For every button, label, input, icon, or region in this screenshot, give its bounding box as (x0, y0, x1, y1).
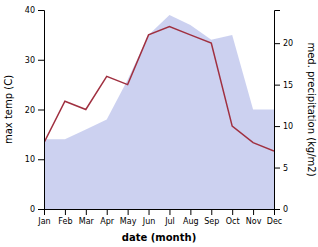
tick-label: 0 (30, 205, 35, 214)
y2-axis: 0 5 10 15 20 (274, 11, 293, 215)
x-axis: Jan Feb Mar Apr May Jun Jul Aug Sep Oct Nov Dec (37, 209, 282, 226)
tick-mark (274, 126, 280, 127)
tick-mark (169, 209, 170, 215)
tick-mark (38, 110, 44, 111)
tick: Jun (142, 209, 156, 226)
tick: 10 (25, 155, 44, 164)
tick-mark (128, 209, 129, 215)
tick-mark (38, 60, 44, 61)
tick: 10 (274, 122, 293, 131)
tick-mark (107, 209, 108, 215)
tick: 15 (274, 81, 293, 90)
tick-label: 15 (283, 81, 293, 90)
tick-mark (274, 43, 280, 44)
tick-mark (211, 209, 212, 215)
tick-label: Dec (267, 217, 282, 226)
tick-mark (38, 209, 44, 210)
tick: Feb (58, 209, 72, 226)
chart: JanFebMarAprMayJunJulAugSepOctNovDec0102… (0, 0, 318, 247)
tick: 20 (274, 39, 293, 48)
tick-label: Feb (58, 217, 72, 226)
tick: 5 (274, 164, 288, 173)
tick-label: Jun (142, 217, 156, 226)
y2-axis-title: med. precipitation (kg/m2) (306, 42, 317, 176)
tick-mark (38, 10, 44, 11)
tick-label: 20 (25, 106, 35, 115)
tick-label: 40 (25, 6, 35, 15)
tick-mark (190, 209, 191, 215)
tick: Mar (79, 209, 95, 226)
tick-mark (232, 209, 233, 215)
tick: 0 (30, 205, 44, 214)
tick: Jul (164, 209, 175, 226)
tick-label: May (120, 217, 137, 226)
tick-label: 10 (283, 122, 293, 131)
tick-label: Nov (246, 217, 262, 226)
tick-label: 10 (25, 155, 35, 164)
tick-label: 0 (283, 205, 288, 214)
axis-line (45, 210, 275, 216)
line (44, 27, 274, 151)
tick-mark (274, 168, 280, 169)
tick: Oct (226, 209, 240, 226)
tick-label: Jul (164, 217, 175, 226)
tick-mark (65, 209, 66, 215)
tick-mark (274, 85, 280, 86)
tick: 40 (25, 6, 44, 15)
tick-label: Apr (100, 217, 115, 226)
tick: Jan (37, 209, 50, 226)
tick-label: 5 (283, 164, 288, 173)
tick-label: Sep (204, 217, 219, 226)
tick: Aug (183, 209, 199, 226)
tick-mark (274, 209, 280, 210)
x-axis-title: date (month) (122, 232, 196, 243)
tick-label: Mar (79, 217, 95, 226)
tick-label: 30 (25, 56, 35, 65)
tick-mark (38, 159, 44, 160)
tick-mark (86, 209, 87, 215)
tick-label: Oct (226, 217, 240, 226)
tick-mark (253, 209, 254, 215)
tick: 0 (274, 205, 288, 214)
tick: May (120, 209, 137, 226)
area (44, 15, 274, 209)
tick-mark (149, 209, 150, 215)
tick: 20 (25, 106, 44, 115)
tick: Nov (246, 209, 262, 226)
tick-label: 20 (283, 39, 293, 48)
tick-label: Aug (183, 217, 199, 226)
tick: 30 (25, 56, 44, 65)
axis-line (275, 11, 281, 210)
marks (44, 15, 274, 209)
tick: Sep (204, 209, 219, 226)
tick: Apr (100, 209, 115, 226)
tick-label: Jan (37, 217, 50, 226)
y-axis-title: max temp (C) (3, 75, 14, 144)
axis-line (38, 11, 45, 210)
tick: Dec (267, 209, 282, 226)
y-axis: 0 10 20 30 40 (25, 6, 45, 214)
plot-area: JanFebMarAprMayJunJulAugSepOctNovDec0102… (25, 6, 293, 226)
